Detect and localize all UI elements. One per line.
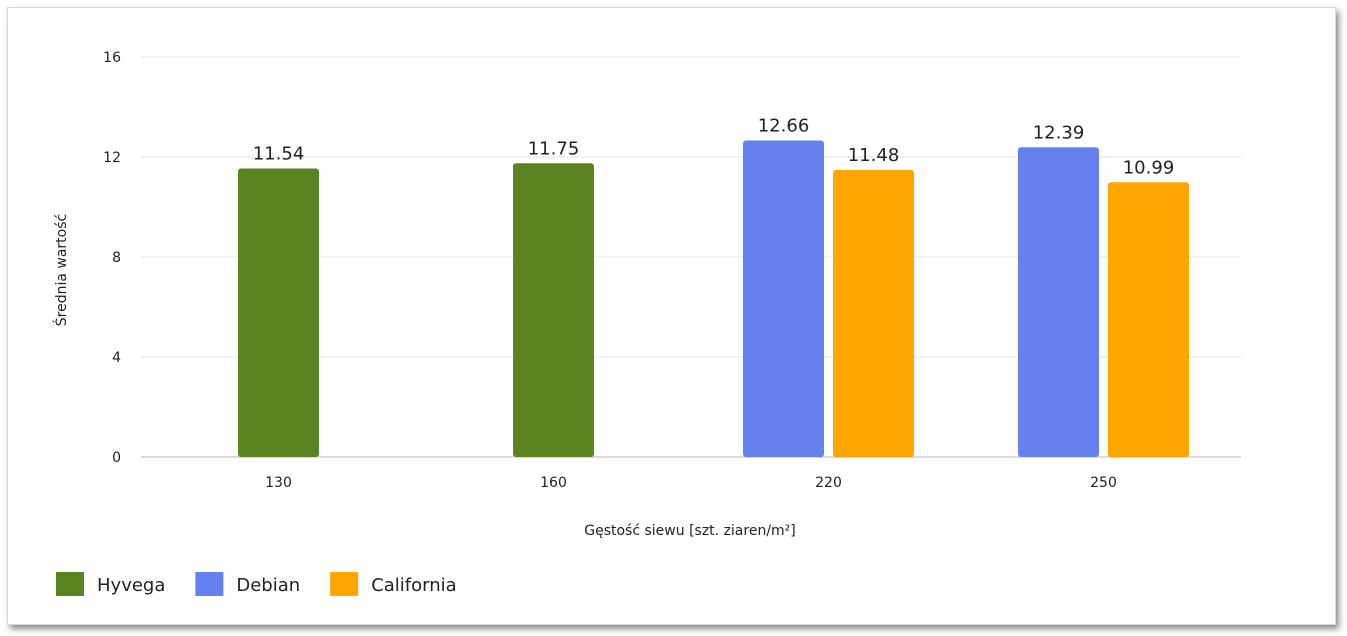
legend-swatch-debian	[195, 572, 224, 596]
bar-chart: 0 4 8 12 16 11.54 11.75 12.66 11.48 12.39 10.99 1…	[52, 50, 1241, 596]
value-label: 12.39	[1033, 122, 1085, 143]
bar-california-250	[1108, 182, 1189, 457]
value-label: 11.54	[253, 144, 305, 165]
y-tick-label: 4	[112, 350, 121, 366]
x-axis-title: Gęstość siewu [szt. ziaren/m²]	[584, 523, 796, 539]
x-tick-label: 160	[540, 475, 567, 491]
y-tick-label: 8	[112, 250, 121, 266]
y-tick-label: 0	[112, 450, 121, 466]
value-label: 12.66	[758, 116, 810, 137]
bar-debian-220	[743, 140, 824, 457]
bar-debian-250	[1018, 147, 1099, 457]
x-tick-label: 250	[1090, 475, 1117, 491]
y-tick-label: 12	[103, 150, 121, 166]
value-label: 10.99	[1123, 157, 1175, 178]
bar-hyvega-130	[238, 168, 319, 457]
legend-label-california: California	[371, 575, 456, 596]
value-label: 11.48	[848, 145, 900, 166]
legend-label-debian: Debian	[236, 575, 300, 596]
y-axis-ticks: 0 4 8 12 16	[103, 50, 121, 466]
bar-hyvega-160	[513, 163, 594, 457]
legend: Hyvega Debian California	[56, 572, 457, 596]
bar-california-220	[833, 170, 914, 457]
y-axis-title: Średnia wartość	[52, 214, 70, 326]
legend-swatch-california	[330, 572, 359, 596]
value-label: 11.75	[528, 138, 580, 159]
legend-swatch-hyvega	[56, 572, 84, 596]
x-tick-label: 220	[815, 475, 842, 491]
bars	[238, 140, 1189, 457]
x-axis-ticks: 130 160 220 250	[265, 475, 1117, 491]
value-labels: 11.54 11.75 12.66 11.48 12.39 10.99	[253, 116, 1175, 179]
y-tick-label: 16	[103, 50, 121, 66]
x-tick-label: 130	[265, 475, 292, 491]
legend-label-hyvega: Hyvega	[97, 575, 165, 596]
chart-card: 0 4 8 12 16 11.54 11.75 12.66 11.48 12.39 10.99 1…	[7, 7, 1336, 625]
